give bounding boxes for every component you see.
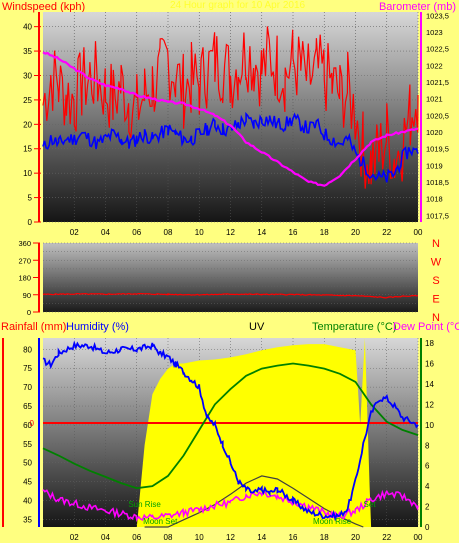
direction-tick-label: 180 xyxy=(18,274,31,283)
barometer-tick-label: 1023 xyxy=(426,28,443,37)
humidity-line xyxy=(42,340,419,522)
top-x-tick-label: 22 xyxy=(382,228,391,237)
temperature-line xyxy=(42,362,419,490)
wind-direction-line xyxy=(42,292,419,299)
windspeed-axis-label: Windspeed (kph) xyxy=(2,1,86,13)
windspeed-tick-label: 5 xyxy=(28,194,33,203)
top-x-tick-label: 20 xyxy=(351,228,360,237)
dew-point-line xyxy=(42,489,419,522)
top-x-tick-label: 18 xyxy=(320,228,329,237)
temperature-tick-label: 12 xyxy=(425,400,434,409)
temperature-tick-label: 6 xyxy=(425,462,430,471)
barometer-line xyxy=(42,51,419,187)
humidity-axis-label: Humidity (%) xyxy=(66,321,129,333)
top-x-tick-label: 16 xyxy=(289,228,298,237)
barometer-tick-label: 1020 xyxy=(426,128,443,137)
bottom-x-tick-label: 14 xyxy=(257,533,266,542)
humidity-tick-label: 40 xyxy=(23,497,32,506)
bottom-x-tick-label: 04 xyxy=(101,533,110,542)
top-x-tick-label: 00 xyxy=(414,228,423,237)
uv-axis-label: UV xyxy=(249,321,265,333)
humidity-tick-label: 45 xyxy=(23,478,32,487)
barometer-tick-label: 1023,5 xyxy=(426,11,449,20)
humidity-tick-label: 50 xyxy=(23,459,32,468)
compass-label: N xyxy=(432,238,440,250)
solar-radiation-area xyxy=(136,338,372,527)
barometer-tick-label: 1020,5 xyxy=(426,111,449,120)
humidity-tick-label: 35 xyxy=(23,515,32,524)
bottom-x-tick-label: 02 xyxy=(70,533,79,542)
temperature-tick-label: 16 xyxy=(425,360,434,369)
humidity-tick-label: 60 xyxy=(23,421,32,430)
barometer-tick-label: 1019 xyxy=(426,161,443,170)
humidity-tick-label: 65 xyxy=(23,402,32,411)
event-label: Moon Rise xyxy=(313,517,352,526)
temperature-tick-label: 2 xyxy=(425,503,430,512)
barometer-tick-label: 1018,5 xyxy=(426,178,449,187)
event-label: Moon Set xyxy=(143,517,178,526)
barometer-tick-label: 1021 xyxy=(426,95,443,104)
barometer-tick-label: 1019,5 xyxy=(426,145,449,154)
temperature-tick-label: 10 xyxy=(425,421,434,430)
bottom-x-tick-label: 20 xyxy=(351,533,360,542)
windspeed-tick-label: 15 xyxy=(23,145,32,154)
barometer-tick-label: 1018 xyxy=(426,195,443,204)
direction-tick-label: 270 xyxy=(18,256,31,265)
windspeed-tick-label: 40 xyxy=(23,23,32,32)
windspeed-tick-label: 20 xyxy=(23,120,32,129)
barometer-tick-label: 1022 xyxy=(426,61,443,70)
windspeed-tick-label: 25 xyxy=(23,96,32,105)
barometer-tick-label: 1017,5 xyxy=(426,211,449,220)
temperature-axis-label: Temperature (°C) xyxy=(312,321,397,333)
humidity-tick-label: 75 xyxy=(23,364,32,373)
direction-tick-label: 0 xyxy=(27,308,31,317)
humidity-tick-label: 55 xyxy=(23,440,32,449)
compass-label: E xyxy=(432,294,439,306)
event-label: Sun Rise xyxy=(128,500,161,509)
top-x-tick-label: 06 xyxy=(132,228,141,237)
direction-tick-label: 90 xyxy=(23,291,31,300)
temperature-tick-label: 4 xyxy=(425,482,430,491)
wind-gust-line xyxy=(42,26,419,189)
dew-point-axis-label: Dew Point (°C) xyxy=(393,321,459,333)
temperature-tick-label: 14 xyxy=(425,380,434,389)
bottom-x-tick-label: 22 xyxy=(382,533,391,542)
bottom-x-tick-label: 00 xyxy=(414,533,423,542)
compass-label: S xyxy=(432,275,439,287)
top-x-tick-label: 12 xyxy=(226,228,235,237)
event-label: Set xyxy=(364,500,377,509)
top-x-tick-label: 08 xyxy=(164,228,173,237)
barometer-axis-label: Barometer (mb) xyxy=(378,1,456,13)
humidity-tick-label: 70 xyxy=(23,383,32,392)
direction-tick-label: 360 xyxy=(18,239,31,248)
bottom-x-tick-label: 08 xyxy=(164,533,173,542)
top-x-tick-label: 02 xyxy=(70,228,79,237)
rainfall-axis-label: Rainfall (mm) xyxy=(1,321,67,333)
wind-average-line xyxy=(42,111,419,183)
bottom-x-tick-label: 10 xyxy=(195,533,204,542)
humidity-tick-label: 80 xyxy=(23,345,32,354)
windspeed-tick-label: 0 xyxy=(28,218,33,227)
graph-title: 24 Hour graph for 10 Apr 2016 xyxy=(170,0,306,11)
temperature-tick-label: 0 xyxy=(425,523,430,532)
temperature-tick-label: 8 xyxy=(425,441,430,450)
barometer-tick-label: 1022,5 xyxy=(426,45,449,54)
windspeed-tick-label: 30 xyxy=(23,71,32,80)
compass-label: W xyxy=(431,257,442,269)
top-x-tick-label: 14 xyxy=(257,228,266,237)
temperature-tick-label: 18 xyxy=(425,339,434,348)
bottom-x-tick-label: 12 xyxy=(226,533,235,542)
top-x-tick-label: 10 xyxy=(195,228,204,237)
barometer-tick-label: 1021,5 xyxy=(426,78,449,87)
rainfall-zero-label: 0 xyxy=(30,419,35,428)
bottom-x-tick-label: 18 xyxy=(320,533,329,542)
windspeed-tick-label: 35 xyxy=(23,47,32,56)
compass-label: N xyxy=(432,312,440,324)
bottom-x-tick-label: 16 xyxy=(289,533,298,542)
top-x-tick-label: 04 xyxy=(101,228,110,237)
bottom-x-tick-label: 06 xyxy=(132,533,141,542)
windspeed-tick-label: 10 xyxy=(23,169,32,178)
